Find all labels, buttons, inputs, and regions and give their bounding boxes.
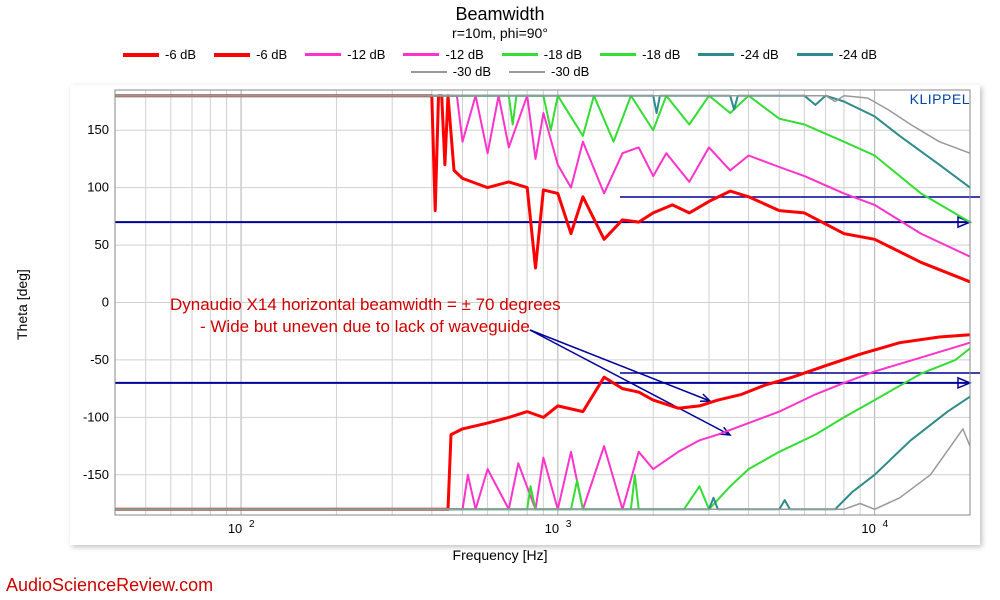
legend-item: -18 dB — [600, 47, 680, 62]
legend-item: -24 dB — [698, 47, 778, 62]
svg-text:100: 100 — [87, 180, 109, 195]
svg-text:2: 2 — [249, 519, 255, 530]
svg-text:3: 3 — [566, 519, 572, 530]
svg-text:0: 0 — [102, 295, 109, 310]
legend-swatch — [698, 53, 734, 56]
x-axis-label: Frequency [Hz] — [0, 547, 1000, 563]
watermark: AudioScienceReview.com — [6, 575, 213, 596]
legend-swatch — [214, 53, 250, 57]
chart-svg: -150 -100 -50 0 50 100 150 10 2 10 3 10 4 — [70, 85, 980, 545]
legend-label: -30 dB — [551, 64, 589, 79]
chart-subtitle: r=10m, phi=90° — [0, 25, 1000, 45]
svg-text:-100: -100 — [83, 409, 109, 424]
legend-swatch — [502, 53, 538, 56]
legend-label: -18 dB — [544, 47, 582, 62]
legend-swatch — [123, 53, 159, 57]
legend-item: -6 dB — [214, 47, 287, 62]
plot-area: -150 -100 -50 0 50 100 150 10 2 10 3 10 4 KLIPPEL Dy… — [70, 85, 980, 545]
legend-label: -6 dB — [165, 47, 196, 62]
annotation-line2: - Wide but uneven due to lack of wavegui… — [200, 317, 530, 337]
legend-swatch — [403, 53, 439, 56]
svg-text:150: 150 — [87, 122, 109, 137]
svg-text:10: 10 — [228, 521, 242, 536]
legend-label: -18 dB — [642, 47, 680, 62]
legend-item: -6 dB — [123, 47, 196, 62]
legend-swatch — [600, 53, 636, 56]
y-axis-label: Theta [deg] — [14, 269, 30, 340]
svg-text:4: 4 — [883, 519, 889, 530]
legend-item: -12 dB — [403, 47, 483, 62]
legend-swatch — [509, 71, 545, 73]
legend-label: -24 dB — [740, 47, 778, 62]
legend-item: -30 dB — [509, 64, 589, 79]
svg-text:-50: -50 — [90, 352, 109, 367]
legend-item: -24 dB — [797, 47, 877, 62]
legend-swatch — [411, 71, 447, 73]
legend-item: -30 dB — [411, 64, 491, 79]
svg-text:50: 50 — [95, 237, 109, 252]
svg-text:-150: -150 — [83, 467, 109, 482]
legend-item: -18 dB — [502, 47, 582, 62]
legend-label: -24 dB — [839, 47, 877, 62]
svg-text:10: 10 — [861, 521, 875, 536]
legend-item: -12 dB — [305, 47, 385, 62]
legend-swatch — [305, 53, 341, 56]
legend-label: -6 dB — [256, 47, 287, 62]
svg-text:10: 10 — [545, 521, 559, 536]
legend-label: -12 dB — [347, 47, 385, 62]
legend-label: -12 dB — [445, 47, 483, 62]
chart-title: Beamwidth — [0, 0, 1000, 25]
legend: -6 dB -6 dB -12 dB -12 dB -18 dB -18 dB -24 dB… — [0, 45, 1000, 85]
annotation-line1: Dynaudio X14 horizontal beamwidth = ± 70… — [170, 295, 561, 315]
legend-label: -30 dB — [453, 64, 491, 79]
legend-swatch — [797, 53, 833, 56]
brand-label: KLIPPEL — [910, 91, 970, 107]
